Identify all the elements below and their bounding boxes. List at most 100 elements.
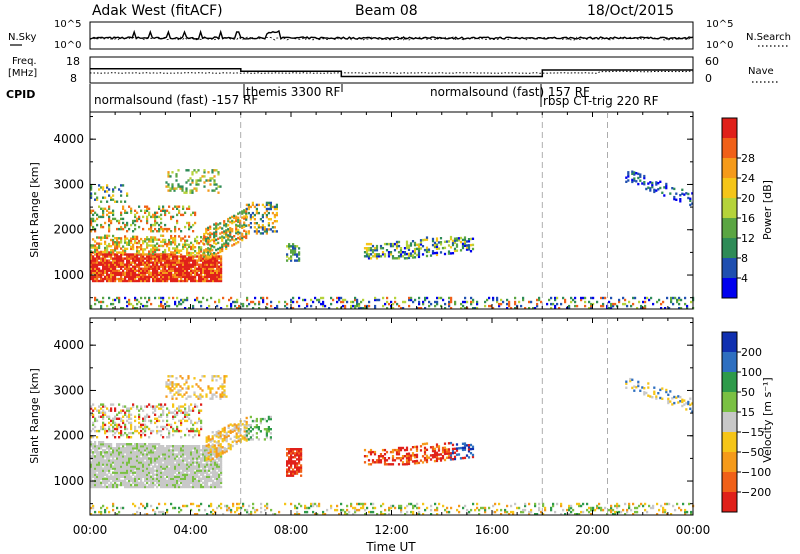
scatter-cell <box>190 403 193 406</box>
scatter-cell <box>212 475 215 478</box>
scatter-cell <box>413 460 417 463</box>
scatter-cell <box>184 449 187 452</box>
scatter-cell <box>104 443 107 446</box>
scatter-cell <box>130 436 133 439</box>
scatter-cell <box>194 473 197 476</box>
scatter-cell <box>126 443 129 446</box>
scatter-cell <box>142 465 145 468</box>
scatter-cell <box>186 485 189 489</box>
scatter-cell <box>106 253 109 256</box>
scatter-cell <box>203 243 206 246</box>
scatter-cell <box>220 473 223 476</box>
scatter-cell <box>156 279 159 283</box>
scatter-cell <box>168 455 171 458</box>
scatter-cell <box>150 471 153 474</box>
scatter-cell <box>156 481 159 485</box>
scatter-cell <box>186 269 189 272</box>
scatter-cell <box>198 269 201 272</box>
scatter-cell <box>174 415 177 418</box>
scatter-cell <box>96 196 99 199</box>
scatter-cell <box>659 180 662 183</box>
scatter-cell <box>192 277 195 281</box>
scatter-cell <box>219 236 222 239</box>
scatter-cell <box>211 431 214 434</box>
scatter-cell <box>215 379 218 382</box>
scatter-cell <box>152 479 155 483</box>
scatter-cell <box>625 380 628 383</box>
scatter-cell <box>200 419 203 423</box>
scatter-cell <box>108 463 111 466</box>
scatter-cell <box>180 253 183 256</box>
scatter-cell <box>160 275 163 279</box>
scatter-cell <box>200 254 203 257</box>
scatter-cell <box>152 405 155 408</box>
scatter-cell <box>367 247 371 250</box>
scatter-cell <box>120 257 123 260</box>
scatter-cell <box>90 230 93 233</box>
scatter-cell <box>168 227 171 231</box>
scatter-cell <box>114 455 117 458</box>
scatter-cell <box>362 298 365 302</box>
scatter-cell <box>290 458 293 461</box>
scatter-cell <box>148 261 151 264</box>
scatter-cell <box>239 231 242 235</box>
scatter-cell <box>114 265 117 268</box>
scatter-cell <box>132 243 135 247</box>
scatter-cell <box>164 223 167 227</box>
scatter-cell <box>206 479 209 483</box>
scatter-cell <box>186 249 189 253</box>
scatter-cell <box>206 261 209 264</box>
scatter-cell <box>154 453 157 456</box>
scatter-cell <box>128 261 131 264</box>
scatter-cell <box>174 300 177 304</box>
scatter-cell <box>110 459 113 462</box>
scatter-cell <box>124 425 127 429</box>
scatter-cell <box>399 253 403 256</box>
scatter-cell <box>558 307 561 310</box>
scatter-cell <box>212 451 215 454</box>
scatter-cell <box>116 485 119 489</box>
scatter-cell <box>194 405 197 408</box>
scatter-cell <box>631 378 634 381</box>
scatter-cell <box>142 423 145 427</box>
scatter-cell <box>215 230 218 233</box>
scatter-cell <box>128 298 131 302</box>
scatter-cell <box>110 409 113 412</box>
scatter-cell <box>265 430 268 433</box>
scatter-cell <box>146 246 149 249</box>
scatter-cell <box>389 244 393 248</box>
scatter-cell <box>110 485 113 489</box>
scatter-cell <box>122 279 125 283</box>
scatter-cell <box>221 237 224 240</box>
scatter-cell <box>174 485 177 489</box>
scatter-cell <box>104 431 107 435</box>
scatter-cell <box>112 275 115 279</box>
scatter-cell <box>290 466 293 469</box>
scatter-cell <box>170 230 173 233</box>
scatter-cell <box>205 179 208 182</box>
scatter-cell <box>298 450 301 453</box>
scatter-cell <box>118 425 121 429</box>
scatter-cell <box>148 461 151 464</box>
scatter-cell <box>418 296 421 300</box>
scatter-cell <box>670 300 673 304</box>
scatter-cell <box>102 253 105 256</box>
scatter-cell <box>463 242 467 245</box>
scatter-cell <box>435 243 439 246</box>
scatter-cell <box>126 447 129 450</box>
scatter-cell <box>184 403 187 406</box>
scatter-cell <box>96 242 99 245</box>
scatter-cell <box>177 169 180 172</box>
scatter-cell <box>176 249 179 252</box>
scatter-cell <box>210 479 213 483</box>
scatter-cell <box>243 430 246 433</box>
scatter-cell <box>221 440 224 443</box>
scatter-cell <box>158 265 161 268</box>
scatter-cell <box>403 455 407 458</box>
scatter-cell <box>439 237 443 240</box>
scatter-cell <box>166 453 169 456</box>
scatter-cell <box>148 267 151 270</box>
scatter-cell <box>296 259 299 262</box>
scatter-cell <box>100 510 103 514</box>
